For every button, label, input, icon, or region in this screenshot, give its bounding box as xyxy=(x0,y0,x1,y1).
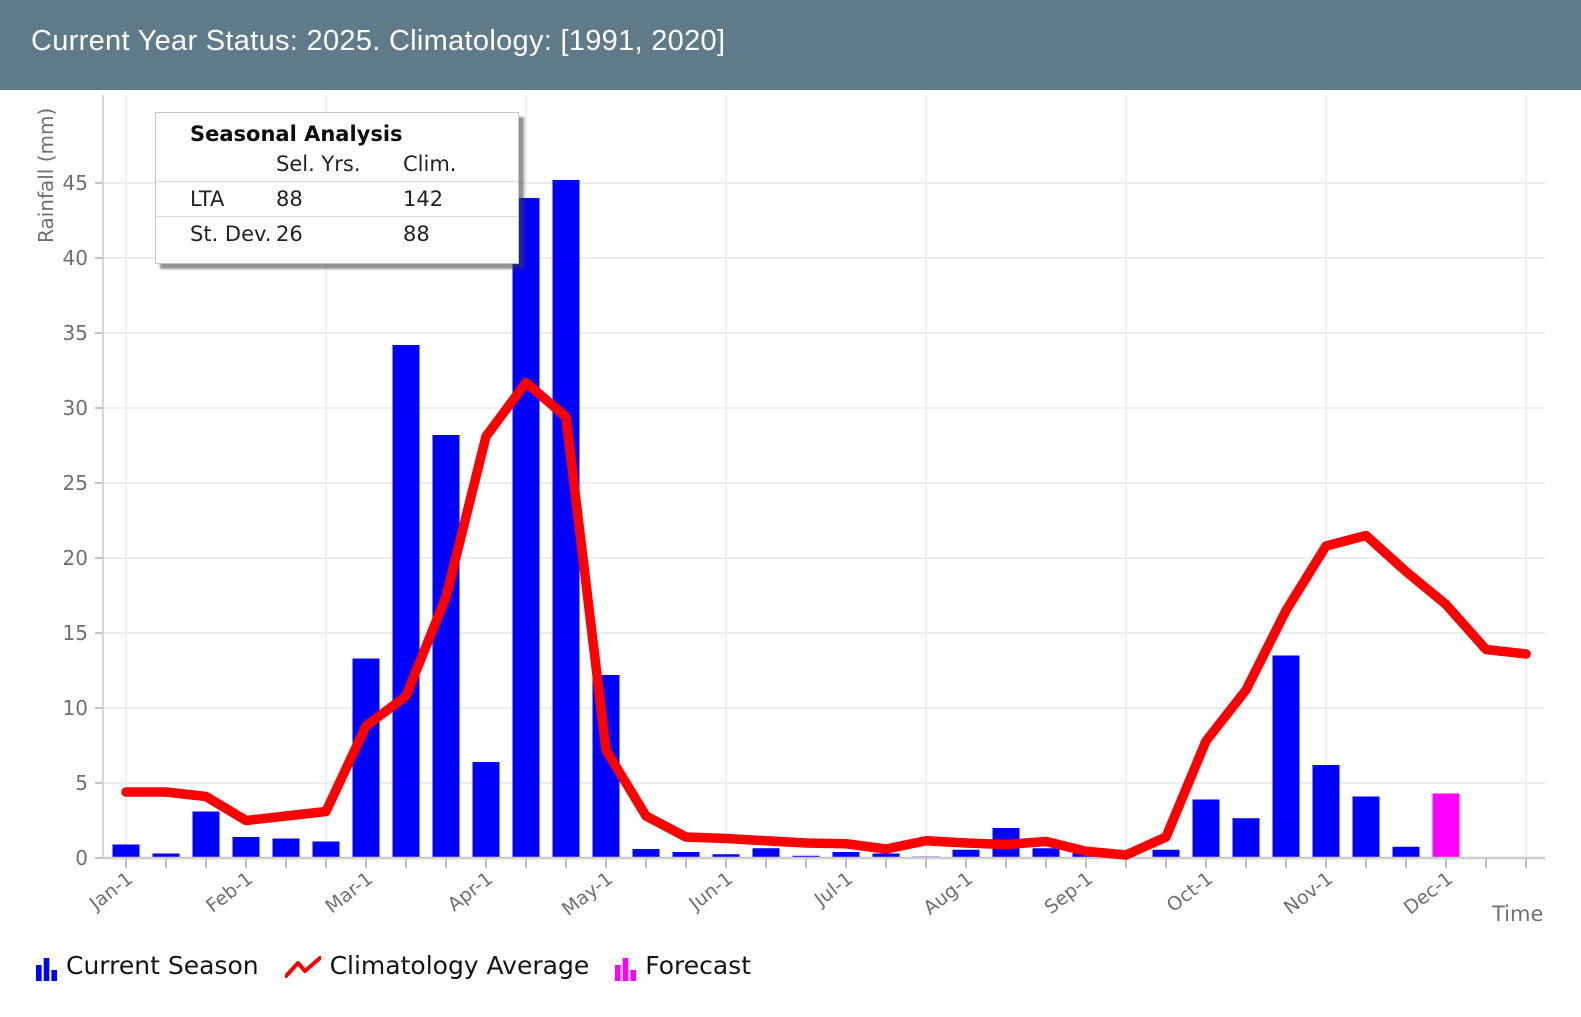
bar-chart-icon-magenta xyxy=(615,957,637,981)
table-row-lta: LTA 88 142 xyxy=(156,182,518,217)
current-season-bar-Nov-11[interactable] xyxy=(1352,796,1380,859)
current-season-bar-Oct-1[interactable] xyxy=(1192,799,1220,859)
x-tick-label: Oct-1 xyxy=(1163,868,1217,917)
tooltip-title: Seasonal Analysis xyxy=(190,122,403,146)
y-tick-label: 45 xyxy=(63,171,88,195)
current-season-bar-Feb-11[interactable] xyxy=(272,838,300,859)
x-tick-label: Jul-1 xyxy=(810,868,857,912)
current-season-bar-Jul-1[interactable] xyxy=(832,852,860,858)
legend-label-current-season: Current Season xyxy=(66,951,259,980)
lta-clim-value: 142 xyxy=(403,187,444,211)
y-tick-label: 5 xyxy=(75,771,88,795)
legend-label-climatology-average: Climatology Average xyxy=(329,951,590,980)
table-header-row: Sel. Yrs. Clim. xyxy=(156,147,518,182)
current-season-bar-Nov-21[interactable] xyxy=(1392,846,1420,858)
x-tick-label: Jun-1 xyxy=(684,868,737,916)
table-row-st-dev: St. Dev. 26 88 xyxy=(156,217,518,252)
table-header-empty xyxy=(156,147,276,182)
row-label-st-dev: St. Dev. xyxy=(190,222,272,246)
current-season-bar-Apr-1[interactable] xyxy=(472,762,500,858)
x-tick-label: Jan-1 xyxy=(85,868,137,916)
legend-item-current-season[interactable]: Current Season xyxy=(36,951,259,981)
current-season-bar-Jan-21[interactable] xyxy=(192,811,220,859)
table-header-clim: Clim. xyxy=(403,152,457,176)
forecast-bar-Dec-1[interactable] xyxy=(1432,793,1460,859)
y-tick-label: 10 xyxy=(63,696,88,720)
lta-sel-yrs-value: 88 xyxy=(276,187,303,211)
current-season-bar-Mar-1[interactable] xyxy=(352,658,380,859)
chart-legend: Current Season Climatology Average Forec… xyxy=(36,951,777,981)
line-icon-red xyxy=(284,955,321,978)
legend-item-forecast[interactable]: Forecast xyxy=(615,951,752,981)
current-season-bar-Feb-21[interactable] xyxy=(312,841,340,859)
y-tick-label: 40 xyxy=(63,246,88,270)
legend-label-forecast: Forecast xyxy=(645,951,752,980)
y-tick-label: 30 xyxy=(63,396,88,420)
current-season-bar-Jun-11[interactable] xyxy=(752,848,780,858)
title-bar: Current Year Status: 2025. Climatology: … xyxy=(0,0,1581,90)
current-season-bar-May-11[interactable] xyxy=(632,849,660,858)
x-tick-label: Nov-1 xyxy=(1280,868,1337,920)
y-tick-label: 35 xyxy=(63,321,88,345)
page-title: Current Year Status: 2025. Climatology: … xyxy=(31,25,726,57)
x-tick-label: Apr-1 xyxy=(444,868,497,916)
current-season-bar-Sep-21[interactable] xyxy=(1152,849,1180,858)
x-tick-label: May-1 xyxy=(558,868,617,921)
seasonal-analysis-tooltip: Seasonal Analysis Sel. Yrs. Clim. LTA 88… xyxy=(155,112,519,264)
current-season-bar-Jun-1[interactable] xyxy=(712,854,740,858)
x-axis-title: Time xyxy=(1492,902,1544,926)
current-season-bar-May-21[interactable] xyxy=(672,852,700,858)
seasonal-analysis-table: Sel. Yrs. Clim. LTA 88 142 St. Dev. 26 8… xyxy=(156,147,518,251)
current-season-bar-Feb-1[interactable] xyxy=(232,837,260,858)
current-season-bar-Jan-1[interactable] xyxy=(112,844,140,859)
x-tick-label: Sep-1 xyxy=(1040,868,1097,919)
st-dev-sel-yrs-value: 26 xyxy=(276,222,303,246)
x-tick-label: Mar-1 xyxy=(321,868,377,918)
y-tick-label: 0 xyxy=(75,846,88,870)
row-label-lta: LTA xyxy=(190,187,225,211)
current-season-bar-Mar-11[interactable] xyxy=(392,345,420,858)
y-tick-label: 20 xyxy=(63,546,88,570)
x-tick-label: Dec-1 xyxy=(1400,868,1457,920)
x-tick-label: Aug-1 xyxy=(919,868,977,920)
current-season-bar-Oct-21[interactable] xyxy=(1272,655,1300,859)
legend-item-climatology-average[interactable]: Climatology Average xyxy=(284,951,590,980)
current-season-bar-Jan-11[interactable] xyxy=(152,853,180,859)
chart-area: 0 5 10 15 20 25 30 35 40 45 Jan-1 Feb-1 Mar-1 Apr-1 Ma… xyxy=(0,90,1581,1013)
current-season-bar-Apr-11[interactable] xyxy=(512,198,540,858)
bar-chart-icon-blue xyxy=(36,957,57,981)
current-season-bar-Aug-1[interactable] xyxy=(952,849,980,858)
current-season-bar-Mar-21[interactable] xyxy=(432,435,460,858)
y-tick-label: 15 xyxy=(63,621,88,645)
rainfall-chart: 0 5 10 15 20 25 30 35 40 45 Jan-1 Feb-1 Mar-1 Apr-1 Ma… xyxy=(63,95,1545,921)
climatology-average-line[interactable] xyxy=(121,377,1531,860)
y-axis-title: Rainfall (mm) xyxy=(34,107,58,243)
current-season-bar-Jul-11[interactable] xyxy=(872,853,900,859)
current-season-bar-Nov-1[interactable] xyxy=(1312,765,1340,858)
x-tick-label: Feb-1 xyxy=(202,868,257,918)
st-dev-clim-value: 88 xyxy=(403,222,430,246)
table-header-sel-yrs: Sel. Yrs. xyxy=(276,152,361,176)
y-tick-label: 25 xyxy=(63,471,88,495)
current-season-bar-Oct-11[interactable] xyxy=(1232,818,1260,858)
current-season-bar-Aug-21[interactable] xyxy=(1032,848,1060,858)
